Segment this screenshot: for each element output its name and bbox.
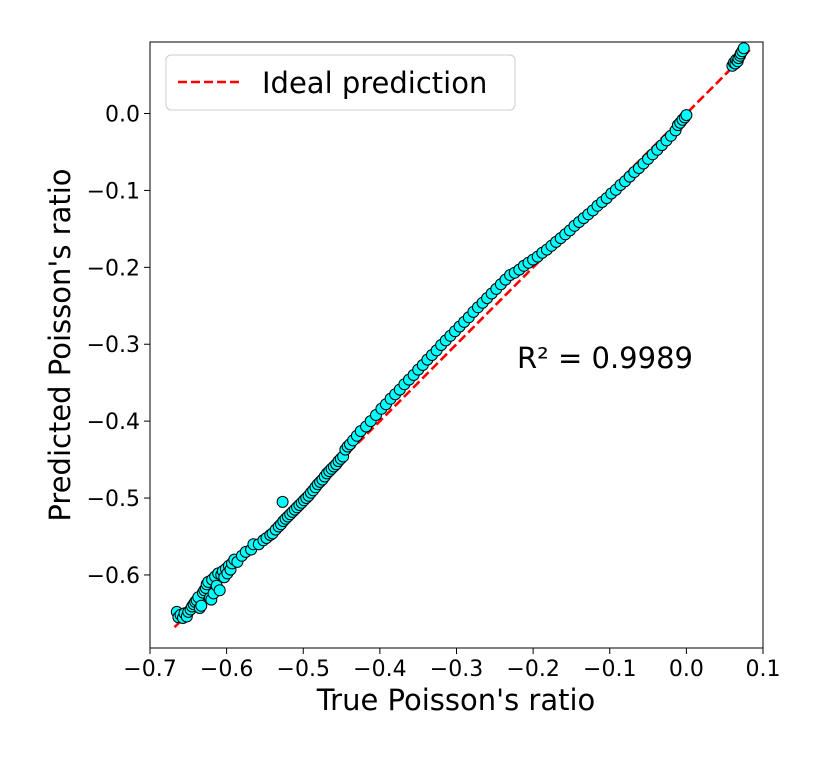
x-tick-label: −0.3: [430, 657, 483, 682]
y-axis-title: Predicted Poisson's ratio: [43, 168, 77, 521]
y-tick-label: −0.4: [87, 410, 140, 435]
x-tick-label: −0.7: [123, 657, 176, 682]
x-tick-label: −0.2: [506, 657, 559, 682]
x-axis-title: True Poisson's ratio: [316, 683, 596, 717]
x-tick-label: −0.5: [277, 657, 330, 682]
x-tick-label: 0.0: [669, 657, 704, 682]
y-tick-label: −0.5: [87, 487, 140, 512]
r-squared-annotation: R² = 0.9989: [517, 341, 693, 375]
x-tick-label: 0.1: [746, 657, 781, 682]
legend-label: Ideal prediction: [262, 66, 487, 100]
y-tick-label: −0.3: [87, 333, 140, 358]
scatter-points: [170, 42, 750, 624]
x-tick-label: −0.4: [353, 657, 406, 682]
y-tick-label: −0.2: [87, 256, 140, 281]
x-tick-label: −0.1: [583, 657, 636, 682]
data-point: [737, 42, 750, 55]
legend-box: [165, 54, 516, 111]
data-point: [680, 109, 693, 122]
data-point: [213, 584, 226, 597]
data-point: [195, 599, 208, 612]
y-tick-label: 0.0: [105, 103, 140, 128]
y-tick-label: −0.6: [87, 564, 140, 589]
y-tick-label: −0.1: [87, 179, 140, 204]
x-tick-label: −0.6: [200, 657, 253, 682]
x-axis: −0.7 −0.6 −0.5 −0.4 −0.3 −0.2 −0.1 0.0 0.1: [123, 648, 781, 682]
data-point: [276, 495, 289, 508]
y-axis: −0.6 −0.5 −0.4 −0.3 −0.2 −0.1 0.0: [87, 103, 150, 589]
legend: Ideal prediction: [165, 54, 516, 111]
